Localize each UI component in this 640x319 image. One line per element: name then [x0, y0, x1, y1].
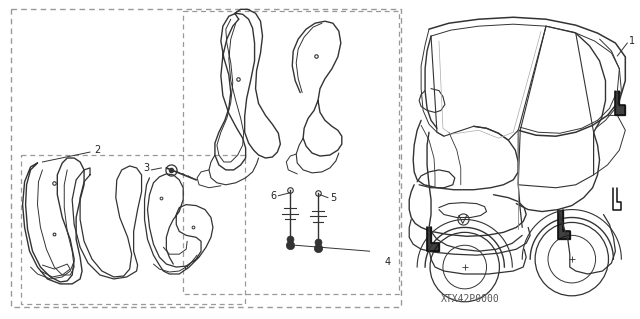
Text: 2: 2 — [94, 145, 100, 155]
Text: XTX42P0000: XTX42P0000 — [442, 294, 500, 304]
Text: 5: 5 — [330, 193, 336, 203]
Text: 1: 1 — [629, 36, 636, 46]
Polygon shape — [616, 91, 625, 115]
Text: 4: 4 — [385, 257, 390, 267]
Polygon shape — [427, 227, 439, 251]
Text: 6: 6 — [270, 191, 276, 201]
Text: 3: 3 — [143, 163, 150, 173]
Polygon shape — [558, 210, 570, 239]
